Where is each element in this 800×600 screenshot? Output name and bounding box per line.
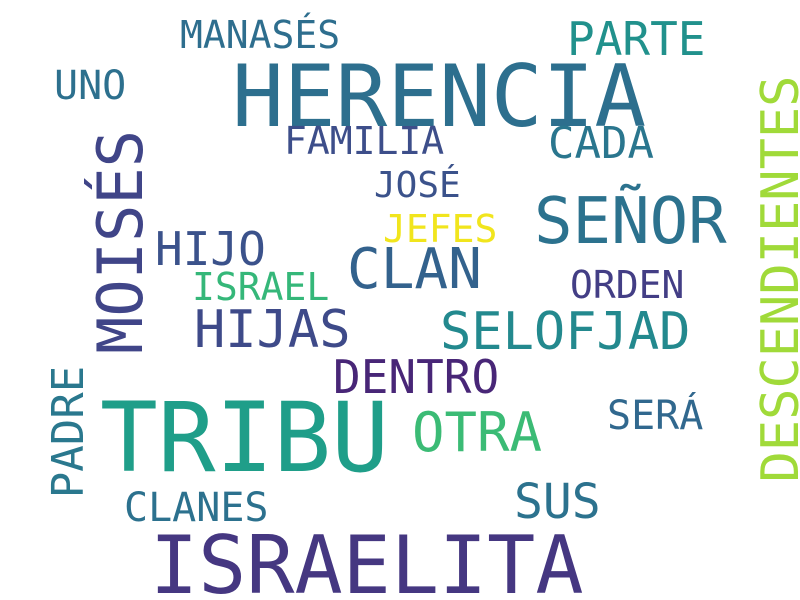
word-orden: ORDEN bbox=[570, 263, 685, 307]
word-selofjad: SELOFJAD bbox=[440, 302, 691, 362]
word-sus: SUS bbox=[514, 474, 601, 530]
word-jefes: JEFES bbox=[383, 207, 498, 251]
word-dentro: DENTRO bbox=[333, 350, 500, 404]
word-clanes: CLANES bbox=[124, 485, 269, 531]
word-clan: CLAN bbox=[347, 237, 482, 302]
word-padre: PADRE bbox=[43, 365, 94, 499]
word-sera: SERÁ bbox=[607, 393, 704, 439]
word-cada: CADA bbox=[548, 118, 654, 169]
word-descendientes: DESCENDIENTES bbox=[751, 75, 800, 483]
word-israel: ISRAEL bbox=[192, 265, 330, 309]
word-tribu: TRIBU bbox=[100, 382, 389, 494]
word-israelita: ISRAELITA bbox=[150, 519, 584, 600]
word-herencia: HERENCIA bbox=[232, 47, 647, 147]
word-otra: OTRA bbox=[412, 401, 543, 464]
word-hijas: HIJAS bbox=[194, 300, 351, 360]
word-manases: MANASÉS bbox=[180, 13, 341, 57]
word-senor: SEÑOR bbox=[534, 185, 727, 259]
word-familia: FAMILIA bbox=[284, 119, 445, 163]
word-moises: MOISÉS bbox=[84, 130, 157, 354]
word-parte: PARTE bbox=[567, 12, 706, 66]
word-jose: JOSÉ bbox=[374, 165, 461, 206]
word-hijo: HIJO bbox=[155, 222, 266, 276]
word-uno: UNO bbox=[54, 63, 127, 109]
